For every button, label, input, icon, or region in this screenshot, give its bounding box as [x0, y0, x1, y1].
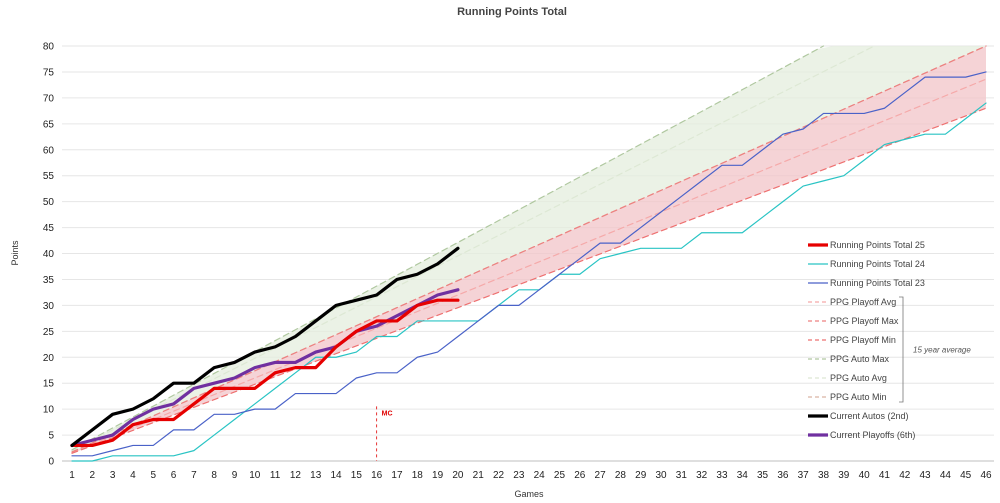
x-tick-label: 24: [534, 470, 546, 481]
x-tick-label: 40: [859, 470, 871, 481]
x-tick-label: 44: [940, 470, 952, 481]
legend-label: PPG Auto Avg: [830, 373, 887, 383]
x-tick-label: 29: [635, 470, 647, 481]
series-running-points-total-25: [70, 298, 460, 448]
x-tick-label: 7: [191, 470, 197, 481]
y-tick-label: 40: [43, 249, 55, 260]
series-layer: [70, 45, 987, 462]
legend-label: PPG Playoff Avg: [830, 297, 896, 307]
x-tick-label: 11: [270, 470, 281, 481]
legend: Running Points Total 25 Running Points To…: [808, 240, 971, 440]
x-tick-label: 21: [473, 470, 485, 481]
y-tick-label: 0: [48, 457, 54, 468]
x-tick-label: 34: [737, 470, 749, 481]
series-ppg-playoff-min: [71, 107, 987, 454]
y-tick-label: 45: [43, 223, 55, 234]
legend-label: Running Points Total 24: [830, 259, 925, 269]
x-tick-label: 37: [798, 470, 810, 481]
x-tick-label: 4: [130, 470, 136, 481]
legend-label: PPG Auto Max: [830, 354, 890, 364]
x-tick-label: 12: [290, 470, 302, 481]
x-tick-label: 20: [452, 470, 464, 481]
x-tick-label: 1: [69, 470, 75, 481]
series-current-autos-2nd: [70, 246, 460, 448]
bracket-label: 15 year average: [913, 346, 971, 355]
annotation-layer: MC: [376, 406, 393, 461]
x-tick-label: 15: [351, 470, 363, 481]
legend-label: PPG Playoff Min: [830, 335, 896, 345]
x-tick-label: 13: [310, 470, 322, 481]
x-tick-label: 17: [391, 470, 403, 481]
y-tick-label: 50: [43, 197, 55, 208]
x-tick-label: 26: [574, 470, 586, 481]
x-tick-label: 43: [920, 470, 932, 481]
series-current-playoffs-6th: [70, 288, 460, 448]
legend-label: Current Playoffs (6th): [830, 430, 915, 440]
x-axis-ticks: 1 2 3 4 5 6 7 8 9 10 11 12 13 14 15 16 17 18 19 20 21 22 23 24 2…: [69, 470, 992, 481]
x-axis-title: Games: [514, 489, 544, 499]
legend-bracket: [899, 296, 904, 403]
x-tick-label: 5: [150, 470, 156, 481]
x-tick-label: 19: [432, 470, 444, 481]
legend-label: Current Autos (2nd): [830, 411, 909, 421]
x-tick-label: 3: [110, 470, 116, 481]
x-tick-label: 23: [513, 470, 525, 481]
y-tick-label: 25: [43, 327, 55, 338]
y-tick-label: 60: [43, 145, 55, 156]
series-running-points-total-24: [71, 102, 987, 462]
x-tick-label: 36: [777, 470, 789, 481]
x-tick-label: 28: [615, 470, 627, 481]
x-tick-label: 31: [676, 470, 688, 481]
x-tick-label: 6: [171, 470, 177, 481]
y-tick-label: 30: [43, 301, 55, 312]
legend-label: Running Points Total 23: [830, 278, 925, 288]
x-tick-label: 42: [899, 470, 911, 481]
legend-label: PPG Playoff Max: [830, 316, 899, 326]
x-tick-label: 16: [371, 470, 383, 481]
x-tick-label: 9: [232, 470, 238, 481]
x-tick-label: 38: [818, 470, 830, 481]
x-tick-label: 30: [655, 470, 667, 481]
x-tick-label: 46: [980, 470, 992, 481]
annotation-label: MC: [382, 410, 393, 417]
x-tick-label: 41: [879, 470, 891, 481]
chart-title: Running Points Total: [457, 6, 567, 18]
series-ppg-auto-avg: [71, 45, 875, 452]
legend-label: Running Points Total 25: [830, 240, 925, 250]
x-tick-label: 14: [330, 470, 342, 481]
y-tick-label: 65: [43, 119, 55, 130]
x-tick-label: 33: [716, 470, 728, 481]
y-tick-label: 20: [43, 353, 55, 364]
x-tick-label: 22: [493, 470, 505, 481]
y-tick-label: 15: [43, 379, 55, 390]
y-tick-label: 5: [48, 431, 54, 442]
y-axis-ticks: 0 5 10 15 20 25 30 35 40 45 50 55 60 65 70 75 80: [43, 42, 55, 468]
x-tick-label: 25: [554, 470, 566, 481]
x-tick-label: 10: [249, 470, 261, 481]
y-axis-title: Points: [10, 240, 20, 266]
y-tick-label: 35: [43, 275, 55, 286]
series-running-points-total-23: [71, 71, 987, 457]
series-ppg-playoff-avg: [71, 78, 987, 454]
y-tick-label: 75: [43, 67, 55, 78]
x-tick-label: 32: [696, 470, 708, 481]
y-tick-label: 55: [43, 171, 55, 182]
x-tick-label: 45: [960, 470, 972, 481]
legend-label: PPG Auto Min: [830, 392, 887, 402]
y-tick-label: 70: [43, 93, 55, 104]
x-tick-label: 39: [838, 470, 850, 481]
x-tick-label: 18: [412, 470, 424, 481]
x-tick-label: 8: [211, 470, 217, 481]
x-tick-label: 35: [757, 470, 769, 481]
y-tick-label: 80: [43, 42, 55, 53]
x-tick-label: 2: [90, 470, 96, 481]
x-tick-label: 27: [595, 470, 607, 481]
y-tick-label: 10: [43, 405, 55, 416]
